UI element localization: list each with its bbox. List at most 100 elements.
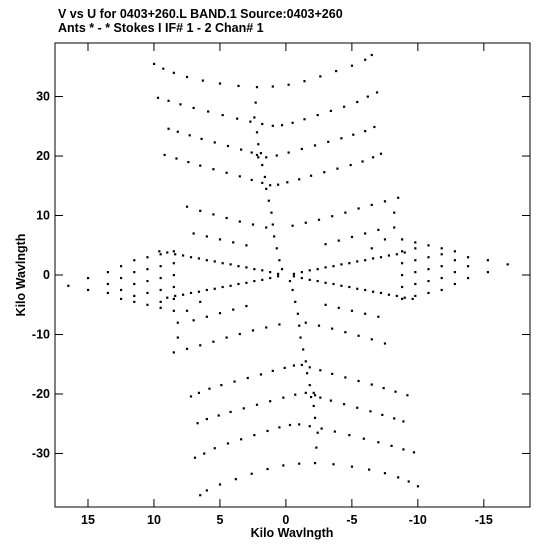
uv-point [316, 431, 319, 434]
uv-point [133, 300, 136, 303]
uv-point [189, 395, 193, 398]
uv-point [255, 403, 259, 406]
uv-point [327, 140, 330, 143]
uv-point [350, 309, 354, 312]
uv-point [395, 253, 398, 256]
uv-point [197, 391, 201, 394]
uv-point [287, 83, 290, 86]
uv-point [269, 271, 272, 274]
uv-point [291, 288, 294, 292]
uv-point [352, 133, 355, 136]
uv-point [189, 291, 193, 295]
uv-point [193, 456, 197, 459]
uv-point [370, 203, 373, 207]
uv-point [344, 211, 347, 214]
uv-point [416, 485, 420, 488]
uv-point [179, 103, 182, 106]
uv-point [275, 247, 278, 250]
chart-subtitle: Ants * - * Stokes I IF# 1 - 2 Chan# 1 [58, 21, 264, 35]
uv-point [379, 152, 383, 155]
uv-point [453, 259, 456, 262]
uv-point [397, 196, 400, 199]
uv-point [208, 387, 211, 390]
uv-point [304, 391, 307, 394]
uv-point [106, 291, 109, 295]
uv-point [414, 271, 417, 274]
uv-point [257, 156, 260, 159]
uv-point [106, 271, 109, 274]
uv-point [67, 284, 70, 287]
uv-point [401, 297, 404, 300]
uv-point [172, 250, 175, 253]
uv-point [331, 215, 334, 218]
uv-point [278, 259, 281, 262]
uv-point [192, 319, 195, 322]
uv-point [282, 464, 285, 467]
uv-point [379, 291, 383, 295]
uv-point [298, 178, 301, 181]
uv-point [349, 163, 352, 167]
uv-point [199, 209, 202, 212]
uv-point [401, 250, 404, 253]
uv-point [414, 247, 417, 250]
uv-point [265, 156, 268, 159]
uv-point [393, 226, 396, 229]
uv-point [282, 396, 285, 399]
uv-point [300, 363, 303, 367]
uv-point [440, 288, 443, 292]
uv-point [300, 276, 303, 280]
uv-point [440, 253, 443, 256]
uv-point [245, 244, 248, 247]
uv-point [212, 340, 215, 343]
uv-point [294, 393, 297, 396]
uv-point [199, 344, 202, 347]
x-tick-label: 0 [282, 513, 289, 527]
uv-point [332, 265, 335, 268]
uv-point [292, 364, 296, 367]
uv-point [270, 211, 273, 214]
uv-point [402, 420, 405, 423]
uv-point [440, 247, 443, 250]
uv-point [331, 372, 334, 375]
uv-point [414, 241, 417, 244]
uv-point [304, 360, 307, 363]
uv-point [187, 160, 190, 164]
uv-point [172, 71, 175, 74]
uv-point [402, 448, 405, 451]
y-tick-label: -30 [32, 446, 50, 460]
uv-point [159, 300, 162, 303]
uv-point [218, 483, 222, 486]
uv-point [361, 160, 364, 163]
uv-point [158, 250, 161, 253]
uv-point [291, 121, 294, 124]
uv-point [265, 226, 268, 229]
uv-point [253, 116, 256, 119]
uv-point [245, 304, 248, 308]
uv-point [159, 276, 162, 280]
uv-point [207, 110, 210, 113]
uv-point [332, 463, 335, 466]
uv-point [300, 271, 303, 274]
uv-point [308, 384, 311, 387]
uv-point [271, 223, 274, 226]
uv-point [225, 336, 228, 339]
uv-point [213, 260, 216, 263]
uv-point [393, 211, 396, 214]
uv-point [344, 331, 347, 334]
uv-point [276, 183, 280, 186]
y-axis-ticks: 30 20 10 0 -10 -20 -30 [32, 90, 530, 460]
uv-point [440, 265, 443, 268]
uv-point [174, 253, 177, 256]
uv-point [371, 156, 375, 159]
uv-point [344, 376, 347, 379]
uv-point [323, 171, 326, 174]
x-axis-label: Kilo Wavlngth [251, 526, 334, 540]
uv-point [453, 250, 456, 253]
uv-point [181, 254, 185, 257]
uv-point [383, 200, 387, 203]
uv-point [167, 99, 170, 102]
uv-point [453, 282, 456, 286]
uv-point [156, 96, 160, 99]
plot-frame [54, 42, 531, 508]
uv-point [172, 309, 175, 312]
